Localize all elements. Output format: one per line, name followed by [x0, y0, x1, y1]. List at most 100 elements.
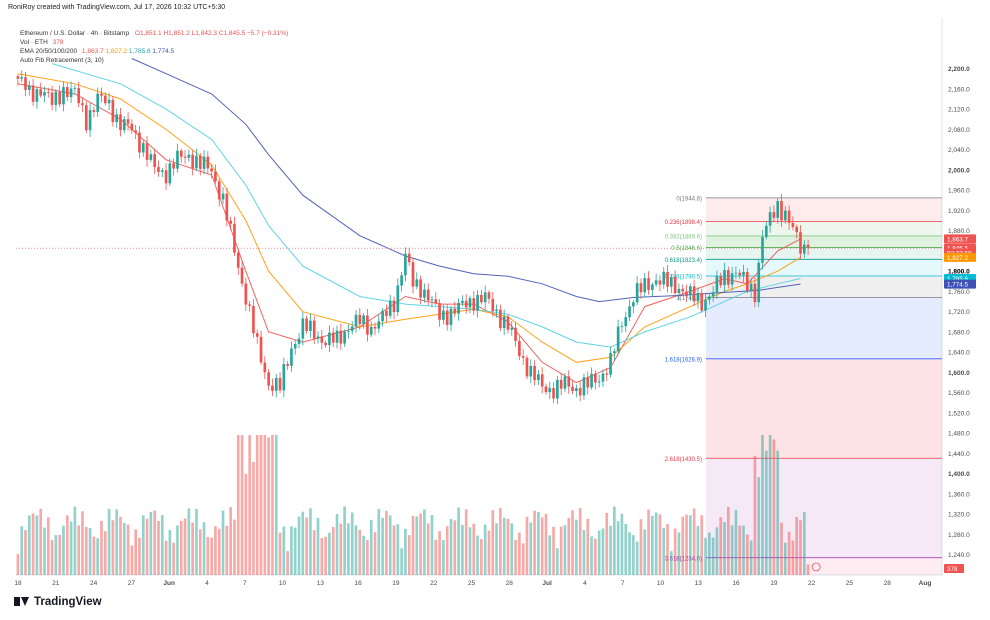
candle-body	[187, 154, 191, 158]
candle-body	[419, 279, 422, 298]
candle-body	[521, 356, 525, 358]
candle-body	[366, 315, 369, 335]
candle-body	[491, 298, 495, 312]
volume-bar	[799, 520, 802, 575]
volume-bar	[411, 515, 415, 575]
candle-body	[749, 283, 753, 291]
volume-bar	[772, 439, 776, 575]
legend-close: C1,845.5	[218, 30, 246, 37]
watermark: RoniRoy created with TradingView.com, Ju…	[8, 4, 226, 11]
volume-bar	[366, 539, 369, 575]
candle-body	[423, 289, 426, 298]
legend-vol-label[interactable]: Vol · ETH	[20, 39, 48, 46]
candle-body	[502, 316, 506, 329]
candle-body	[126, 119, 130, 124]
candle-body	[685, 291, 688, 296]
volume-bar	[183, 518, 187, 575]
y-tick-label: 1,960.0	[948, 188, 970, 195]
candle-body	[328, 332, 331, 346]
volume-bar	[575, 519, 578, 575]
candle-body	[179, 150, 183, 157]
volume-bar	[210, 537, 213, 575]
volume-bar	[404, 528, 407, 575]
x-tick-label: 16	[355, 580, 363, 587]
y-tick-label: 2,040.0	[948, 147, 970, 154]
volume-bar	[58, 534, 62, 575]
volume-bar	[24, 530, 27, 575]
price-badge-label: 1,863.7	[947, 236, 969, 243]
volume-bar	[328, 532, 331, 575]
candle-body	[263, 362, 267, 373]
candle-body	[742, 271, 745, 276]
candle-body	[267, 372, 270, 386]
volume-bar	[445, 526, 449, 575]
candle-body	[658, 280, 662, 285]
x-tick-label: 25	[846, 580, 854, 587]
candle-body	[164, 170, 168, 184]
volume-bar	[149, 511, 153, 575]
candle-body	[119, 114, 122, 131]
volume-bar	[464, 509, 468, 575]
candle-body	[514, 327, 517, 341]
volume-bar	[696, 525, 700, 575]
volume-bar	[666, 524, 669, 575]
volume-bar	[236, 435, 240, 575]
volume-bar	[540, 517, 544, 575]
volume-bar	[27, 515, 31, 575]
candle-body	[552, 388, 555, 399]
fib-level-label: 0.5(1846.6)	[671, 246, 702, 252]
candle-body	[548, 388, 552, 393]
volume-bar	[537, 511, 540, 575]
volume-bar	[499, 507, 502, 575]
volume-bar	[704, 537, 707, 575]
candle-body	[468, 298, 472, 308]
volume-bar	[172, 542, 175, 575]
x-tick-label: 28	[506, 580, 514, 587]
legend-fib-label[interactable]: Auto Fib Retracement (3, 10)	[20, 57, 104, 64]
candle-body	[168, 163, 172, 184]
volume-bar	[529, 522, 533, 575]
candle-body	[362, 315, 365, 325]
candle-body	[457, 302, 460, 314]
volume-bar	[65, 515, 69, 575]
candle-body	[480, 294, 483, 303]
x-tick-label: 18	[14, 580, 22, 587]
price-badge	[944, 252, 976, 262]
candle-body	[84, 105, 88, 131]
volume-bar	[331, 526, 335, 575]
volume-bar	[802, 512, 806, 575]
volume-bar	[252, 461, 255, 575]
volume-bar	[225, 525, 229, 575]
volume-bar	[198, 529, 202, 575]
volume-badge	[944, 564, 964, 573]
volume-bar	[491, 510, 495, 575]
candle-body	[301, 318, 305, 339]
volume-bar	[92, 536, 96, 575]
volume-bar	[35, 515, 39, 575]
candle-body	[172, 163, 175, 169]
x-tick-label: 19	[770, 580, 778, 587]
candle-body	[461, 300, 464, 303]
legend-symbol[interactable]: Ethereum / U.S. Dollar · 4h · Bitstamp	[20, 30, 130, 37]
candle-body	[787, 210, 791, 223]
volume-bar	[176, 525, 179, 575]
volume-bar	[510, 523, 514, 575]
volume-bar	[787, 531, 791, 575]
candle-body	[677, 288, 681, 294]
volume-bar	[282, 526, 286, 575]
volume-bar	[700, 515, 704, 575]
candle-body	[58, 91, 62, 105]
volume-bar	[764, 450, 768, 575]
volume-bar	[632, 535, 635, 575]
candle-body	[605, 373, 609, 375]
candle-body	[107, 99, 111, 104]
volume-bar	[616, 521, 620, 575]
legend-ema-label[interactable]: EMA 20/50/100/200	[20, 48, 78, 55]
candle-body	[373, 326, 377, 329]
volume-bar	[795, 516, 799, 575]
y-tick-label: 2,120.0	[948, 107, 970, 114]
candle-body	[525, 357, 529, 377]
fib-level-label: 0.382(1869.6)	[665, 234, 702, 240]
